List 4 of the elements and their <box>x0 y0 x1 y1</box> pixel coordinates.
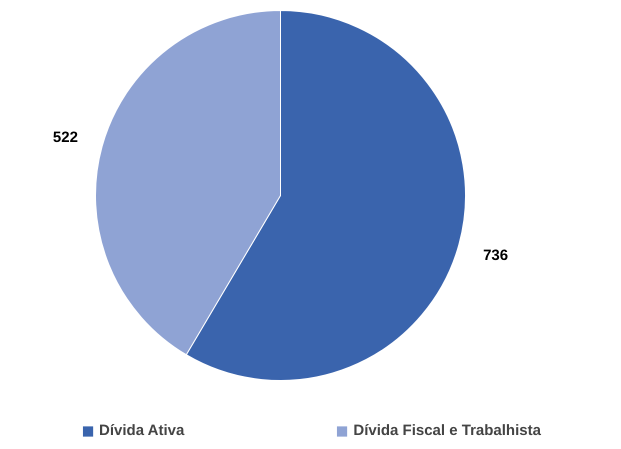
legend-label: Dívida Fiscal e Trabalhista <box>353 422 541 439</box>
legend-label: Dívida Ativa <box>99 422 184 439</box>
data-label: 522 <box>52 129 78 146</box>
data-label: 736 <box>483 246 508 264</box>
